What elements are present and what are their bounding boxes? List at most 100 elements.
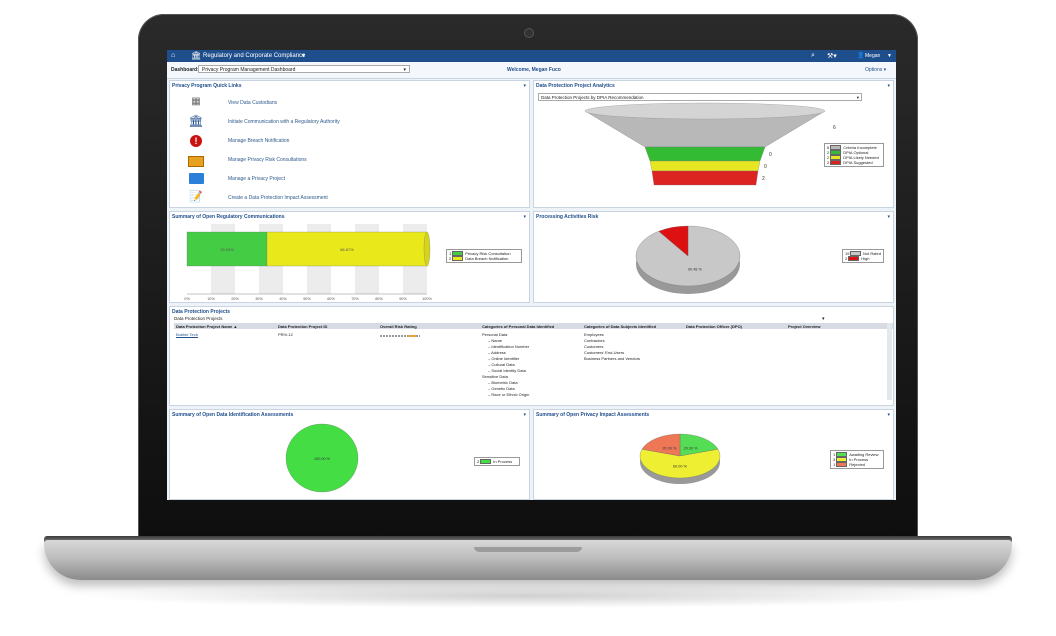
legend-label: Awaiting Review <box>849 452 879 457</box>
legend-item: 19 Not Rated <box>845 251 881 256</box>
legend-item: 3 In Process <box>833 457 881 462</box>
column-header[interactable]: Data Protection Project Name ▲ <box>176 324 237 329</box>
legend-swatch <box>830 155 842 160</box>
panel-title: Processing Activities Risk <box>536 214 599 220</box>
funnel-segment[interactable] <box>651 170 759 186</box>
legend-item: 1 Privacy Risk Consultation <box>449 251 519 256</box>
tree-item: – Social Identity Data <box>488 368 526 373</box>
pie-data-label: 60.00 % <box>673 464 688 468</box>
edit-document-icon: 📝 <box>189 191 203 203</box>
table-scrollbar[interactable] <box>887 323 892 400</box>
legend-count: 2 <box>827 150 830 155</box>
x-tick-label: 60% <box>327 297 335 301</box>
pia-legend: 1 Awaiting Review 3 In Process 1 Rejected <box>830 450 884 469</box>
legend-item: 2 DPIA Optional <box>827 150 881 155</box>
panel-menu-icon[interactable]: ▾ <box>887 214 890 220</box>
panel-title: Data Protection Projects <box>172 309 231 315</box>
legend-item: 2 DPIA Suggested <box>827 160 881 165</box>
funnel-top-surface <box>584 102 826 120</box>
legend-label: Privacy Risk Consultation <box>465 251 511 256</box>
legend-swatch <box>480 459 492 464</box>
x-tick-label: 20% <box>231 297 239 301</box>
x-tick-label: 30% <box>255 297 263 301</box>
quick-link-label[interactable]: View Data Custodians <box>228 100 278 106</box>
panel-menu-icon[interactable]: ▾ <box>523 214 526 220</box>
analytics-dropdown[interactable]: Data Protection Projects by DPIA Recomme… <box>538 93 862 101</box>
column-header[interactable]: Overall Risk Rating <box>380 324 417 329</box>
column-header[interactable]: Categories of Data Subjects Identified <box>584 324 657 329</box>
column-header[interactable]: Data Protection Officer (DPO) <box>686 324 743 329</box>
tree-item: – Name <box>488 338 503 343</box>
pie-slice[interactable] <box>285 423 359 493</box>
home-icon[interactable]: ⌂ <box>171 52 176 59</box>
column-header[interactable]: Data Protection Project ID <box>278 324 328 329</box>
legend-count: 3 <box>833 457 836 462</box>
legend-label: Not Rated <box>862 251 881 256</box>
bar-segment[interactable] <box>266 231 428 267</box>
table-header: Data Protection Project Name ▲ Data Prot… <box>174 323 893 329</box>
tree-item: – Online Identifier <box>488 356 520 361</box>
pia-panel: Summary of Open Privacy Impact Assessmen… <box>533 409 894 500</box>
project-id: PRIV-12 <box>278 332 293 337</box>
funnel-legend: 6 Criteria Incomplete 2 DPIA Optional 2 DPI… <box>824 143 884 167</box>
legend-label: Data Breach Notification <box>465 256 509 261</box>
legend-swatch <box>830 160 842 165</box>
tree-item: – Address <box>488 350 506 355</box>
dashboard-select[interactable]: Privacy Program Management Dashboard ▾ <box>198 65 410 73</box>
data-id-panel: Summary of Open Data Identification Asse… <box>169 409 530 500</box>
legend-count: 2 <box>827 155 830 160</box>
pie-data-label: 20.00 % <box>662 446 677 450</box>
analytics-dropdown-value: Data Protection Projects by DPIA Recomme… <box>541 95 644 100</box>
tree-group: Sensitive Data <box>482 374 508 379</box>
chevron-down-icon[interactable]: ▾ <box>822 316 825 322</box>
legend-count: 19 <box>845 251 850 256</box>
options-menu[interactable]: Options ▾ <box>865 67 887 73</box>
data-id-pie-chart: 100.00 % <box>285 423 359 493</box>
funnel-point-label: 6 <box>833 125 836 131</box>
column-header[interactable]: Project Overview <box>788 324 821 329</box>
dashboard-label: Dashboard: <box>171 67 199 73</box>
panel-menu-icon[interactable]: ▾ <box>523 83 526 89</box>
legend-count: 1 <box>833 462 836 467</box>
project-name-link[interactable]: Bubble Tech <box>176 332 198 337</box>
chevron-down-icon[interactable]: ▼ <box>887 53 892 59</box>
legend-swatch <box>452 251 464 256</box>
funnel-segment[interactable] <box>649 160 761 172</box>
legend-label: DPIA Likely Needed <box>843 155 879 160</box>
pie-slice[interactable] <box>639 449 721 479</box>
app-title[interactable]: Regulatory and Corporate Compliance <box>203 53 306 59</box>
column-header[interactable]: Categories of Personal Data Identified <box>482 324 555 329</box>
quick-link-label[interactable]: Manage Privacy Risk Consultations <box>228 157 307 163</box>
laptop-shadow <box>80 584 976 608</box>
chevron-down-icon[interactable]: ▼ <box>301 53 306 59</box>
pia-pie-chart: 20.00 % 60.00 % 20.00 % <box>639 433 721 484</box>
chevron-down-icon: ▾ <box>403 67 406 73</box>
quick-link-label[interactable]: Create a Data Protection Impact Assessme… <box>228 195 328 201</box>
bar-legend: 1 Privacy Risk Consultation 2 Data Breach … <box>446 249 522 263</box>
bar-segment[interactable] <box>186 231 268 267</box>
tools-icon[interactable]: ⚒▾ <box>827 53 837 60</box>
user-name[interactable]: Megan <box>865 53 881 59</box>
quick-link-label[interactable]: Initiate Communication with a Regulatory… <box>228 119 340 125</box>
analytics-panel: Data Protection Project Analytics ▾ Data… <box>533 80 894 208</box>
legend-swatch <box>836 457 848 462</box>
search-icon[interactable]: ⌕ <box>811 52 815 59</box>
panel-menu-icon[interactable]: ▾ <box>523 412 526 418</box>
legend-item: 2 Data Breach Notification <box>449 256 519 261</box>
pie-slice[interactable] <box>679 433 719 457</box>
alert-icon: ! <box>188 133 204 147</box>
x-tick-label: 0% <box>184 297 190 301</box>
inbox-download-icon <box>188 152 204 167</box>
list-item: Customers <box>584 344 604 349</box>
bar-data-label: 66.67% <box>340 247 354 252</box>
pie-slice[interactable] <box>641 433 681 457</box>
pie-data-label: 90.48 % <box>688 267 703 271</box>
panel-menu-icon[interactable]: ▾ <box>887 412 890 418</box>
authority-building-icon: 🏛 <box>188 114 204 128</box>
pie-slice[interactable] <box>658 225 689 257</box>
contacts-card-icon: ▦ <box>191 96 201 107</box>
quick-link-label[interactable]: Manage a Privacy Project <box>228 176 285 182</box>
quick-link-label[interactable]: Manage Breach Notification <box>228 138 290 144</box>
funnel-segment[interactable] <box>644 146 766 162</box>
panel-menu-icon[interactable]: ▾ <box>887 83 890 89</box>
